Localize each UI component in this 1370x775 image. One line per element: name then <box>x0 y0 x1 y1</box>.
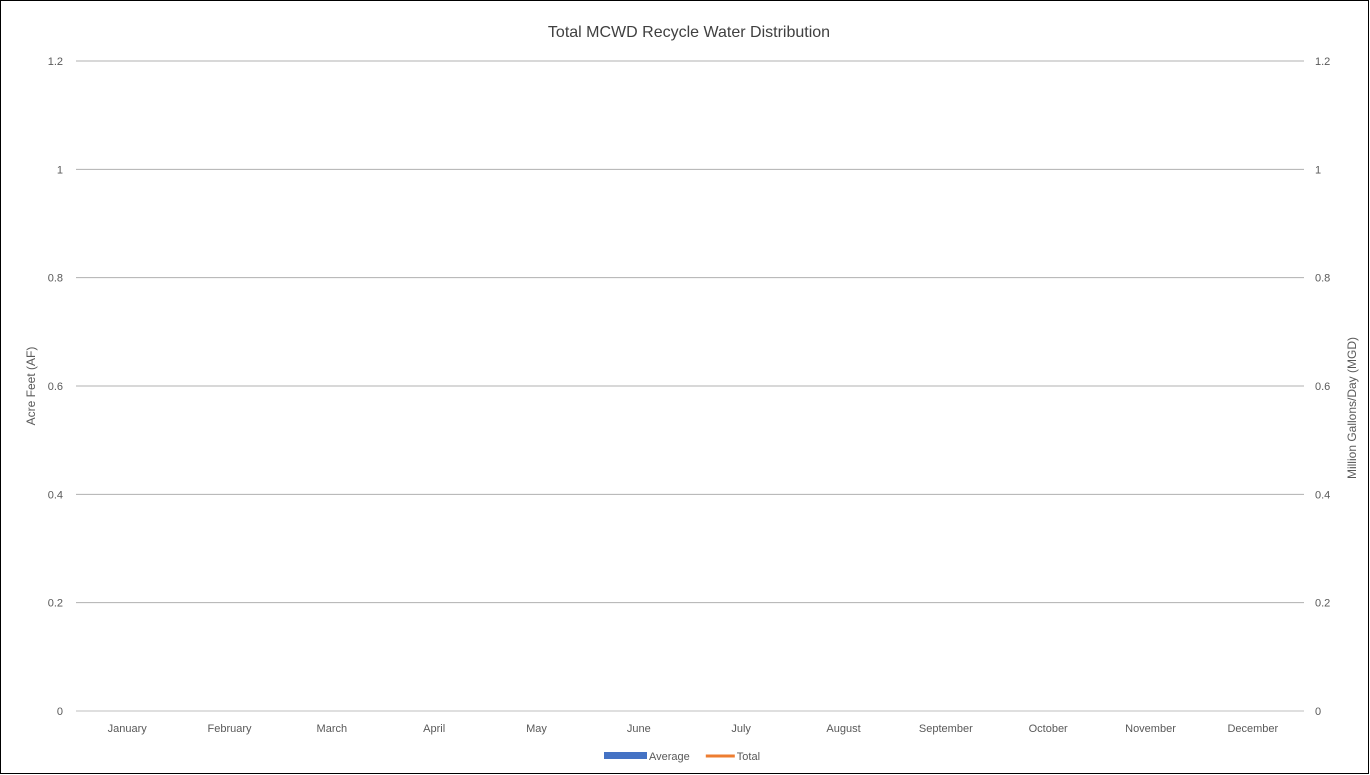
y2-tick-label: 1.2 <box>1315 56 1330 68</box>
y2-tick-label: 1 <box>1315 164 1321 176</box>
x-axis-ticks: January February March April May June July Augu… <box>108 723 1279 735</box>
x-tick-label: February <box>207 723 252 735</box>
legend: Average Total <box>604 751 760 763</box>
legend-swatch-average <box>604 752 647 759</box>
left-y-axis-ticks: 0 0.2 0.4 0.6 0.8 1 1.2 <box>48 56 63 718</box>
y-tick-label: 1.2 <box>48 56 63 68</box>
x-tick-label: November <box>1125 723 1176 735</box>
x-tick-label: May <box>526 723 547 735</box>
y-tick-label: 0.6 <box>48 381 63 393</box>
chart-title: Total MCWD Recycle Water Distribution <box>548 24 830 41</box>
right-y-axis-ticks: 0 0.2 0.4 0.6 0.8 1 1.2 <box>1315 56 1330 718</box>
y2-tick-label: 0.8 <box>1315 273 1330 285</box>
y2-tick-label: 0.6 <box>1315 381 1330 393</box>
y-tick-label: 0.2 <box>48 598 63 610</box>
y-axis-label: Acre Feet (AF) <box>24 347 38 426</box>
y-tick-label: 0.4 <box>48 489 63 501</box>
y2-tick-label: 0.4 <box>1315 489 1330 501</box>
x-tick-label: June <box>627 723 651 735</box>
x-tick-label: January <box>108 723 148 735</box>
x-tick-label: August <box>826 723 860 735</box>
y-tick-label: 0.8 <box>48 273 63 285</box>
legend-label: Average <box>649 751 690 763</box>
gridlines <box>76 60 1304 712</box>
y-tick-label: 0 <box>57 706 63 718</box>
x-tick-label: October <box>1029 723 1068 735</box>
x-tick-label: April <box>423 723 445 735</box>
legend-label: Total <box>737 751 760 763</box>
x-tick-label: December <box>1227 723 1278 735</box>
x-tick-label: July <box>731 723 751 735</box>
y2-tick-label: 0 <box>1315 706 1321 718</box>
y-tick-label: 1 <box>57 164 63 176</box>
y2-tick-label: 0.2 <box>1315 598 1330 610</box>
y2-axis-label: Million Gallons/Day (MGD) <box>1345 337 1359 479</box>
x-tick-label: September <box>919 723 973 735</box>
x-tick-label: March <box>317 723 348 735</box>
